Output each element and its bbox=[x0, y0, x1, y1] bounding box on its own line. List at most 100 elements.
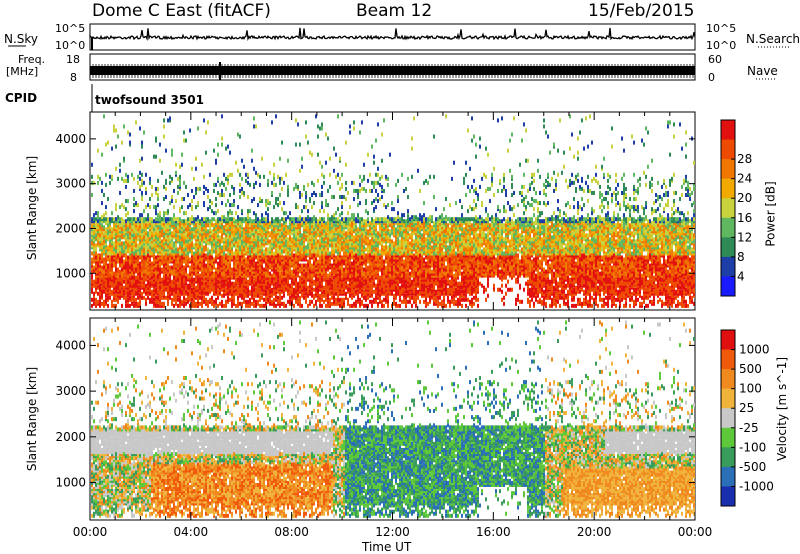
power-cell bbox=[119, 263, 121, 268]
power-cell bbox=[157, 241, 159, 246]
power-cell bbox=[195, 273, 197, 278]
power-cell bbox=[313, 303, 315, 308]
power-cell bbox=[309, 231, 311, 236]
power-cell bbox=[235, 221, 237, 226]
power-cell bbox=[169, 281, 171, 286]
power-cell bbox=[181, 197, 183, 202]
power-cell bbox=[181, 243, 183, 248]
power-cell bbox=[239, 229, 241, 234]
power-cell bbox=[109, 180, 111, 185]
power-cell bbox=[113, 124, 115, 129]
power-cell bbox=[235, 263, 237, 268]
power-cell bbox=[107, 235, 109, 240]
power-cell bbox=[107, 291, 109, 296]
power-cell bbox=[153, 247, 155, 252]
power-cell bbox=[283, 217, 285, 222]
power-cell bbox=[163, 245, 165, 250]
power-cell bbox=[235, 285, 237, 290]
power-cell bbox=[125, 295, 127, 300]
power-cell bbox=[153, 233, 155, 238]
power-cell bbox=[233, 251, 235, 256]
power-cell bbox=[243, 231, 245, 236]
power-cell bbox=[195, 245, 197, 250]
power-cell bbox=[155, 273, 157, 278]
power-cell bbox=[185, 281, 187, 286]
power-cell bbox=[155, 233, 157, 238]
power-cell bbox=[227, 281, 229, 286]
power-cell bbox=[195, 243, 197, 248]
power-cell bbox=[133, 233, 135, 238]
power-cell bbox=[243, 283, 245, 288]
power-cell bbox=[167, 261, 169, 266]
power-cell bbox=[225, 219, 227, 224]
power-cell bbox=[205, 285, 207, 290]
power-cell bbox=[139, 229, 141, 234]
power-cell bbox=[201, 267, 203, 272]
power-cell bbox=[135, 249, 137, 254]
power-cell bbox=[203, 277, 205, 282]
power-cell bbox=[115, 289, 117, 294]
power-cell bbox=[197, 186, 199, 191]
power-cell bbox=[111, 299, 113, 304]
power-cell bbox=[253, 211, 255, 216]
power-cell bbox=[151, 247, 153, 252]
power-cell bbox=[231, 239, 233, 244]
power-cell bbox=[223, 172, 225, 177]
power-cell bbox=[273, 227, 275, 232]
power-cell bbox=[119, 289, 121, 294]
power-cell bbox=[141, 190, 143, 195]
power-cell bbox=[109, 291, 111, 296]
power-cell bbox=[125, 235, 127, 240]
power-cell bbox=[183, 138, 185, 143]
power-cell bbox=[241, 219, 243, 224]
power-cell bbox=[91, 279, 93, 284]
power-cell bbox=[177, 279, 179, 284]
power-cell bbox=[201, 303, 203, 308]
power-cell bbox=[307, 289, 309, 294]
power-cell bbox=[205, 253, 207, 258]
power-cell bbox=[271, 120, 273, 125]
power-cell bbox=[185, 225, 187, 230]
power-cell bbox=[191, 217, 193, 222]
power-cell bbox=[129, 231, 131, 236]
power-cell bbox=[153, 277, 155, 282]
power-cell bbox=[157, 269, 159, 274]
power-cell bbox=[223, 269, 225, 274]
power-cell bbox=[99, 237, 101, 242]
power-cell bbox=[231, 257, 233, 262]
power-cell bbox=[125, 249, 127, 254]
power-cell bbox=[301, 285, 303, 290]
power-cell bbox=[111, 259, 113, 264]
power-cell bbox=[299, 142, 301, 147]
power-cell bbox=[155, 186, 157, 191]
power-cell bbox=[201, 237, 203, 242]
power-cell bbox=[165, 223, 167, 228]
power-cell bbox=[241, 275, 243, 280]
power-cell bbox=[233, 281, 235, 286]
power-cell bbox=[299, 223, 301, 228]
power-cell bbox=[151, 261, 153, 266]
power-cell bbox=[237, 285, 239, 290]
power-cell bbox=[179, 259, 181, 264]
power-cell bbox=[205, 271, 207, 276]
power-cell bbox=[341, 289, 343, 294]
power-cell bbox=[285, 211, 287, 216]
power-cell bbox=[105, 285, 107, 290]
power-cell bbox=[157, 237, 159, 242]
power-cell bbox=[107, 283, 109, 288]
power-cell bbox=[217, 227, 219, 232]
power-cell bbox=[139, 265, 141, 270]
power-cell bbox=[283, 277, 285, 282]
power-cell bbox=[145, 289, 147, 294]
power-cell bbox=[179, 229, 181, 234]
power-cell bbox=[173, 241, 175, 246]
power-cell bbox=[97, 225, 99, 230]
power-cell bbox=[149, 261, 151, 266]
power-cell bbox=[115, 263, 117, 268]
power-cell bbox=[109, 285, 111, 290]
power-cell bbox=[223, 289, 225, 294]
power-cell bbox=[121, 269, 123, 274]
power-cell bbox=[95, 289, 97, 294]
power-cell bbox=[165, 287, 167, 292]
power-cell bbox=[137, 233, 139, 238]
